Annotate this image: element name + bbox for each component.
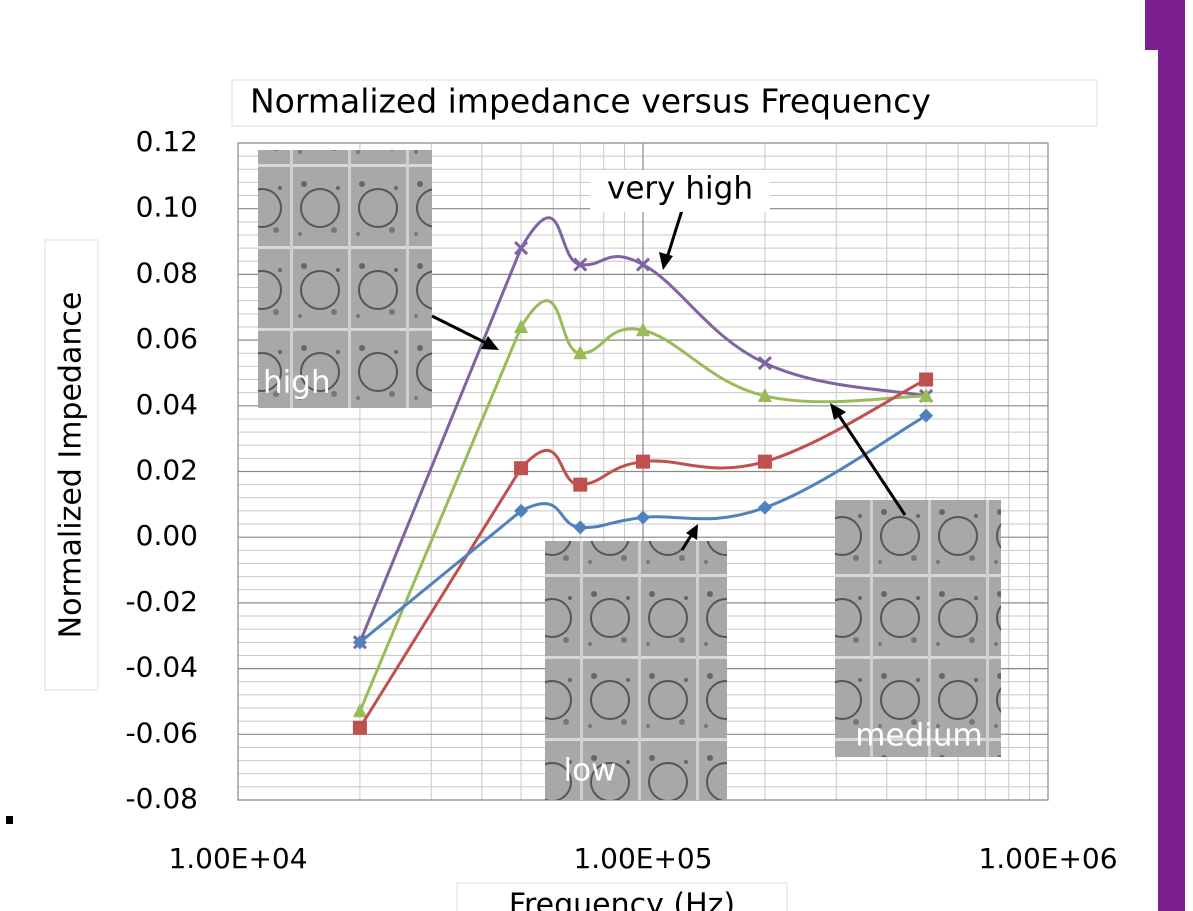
marker: [757, 387, 772, 402]
marker: [352, 720, 367, 735]
x-tick-label: 1.00E+04: [168, 842, 307, 875]
series-line: [358, 414, 927, 644]
y-tick-label: 0.02: [136, 454, 198, 487]
arrow-head: [481, 336, 499, 350]
y-tick-label: -0.06: [126, 716, 198, 749]
photo-high: [258, 150, 432, 408]
annotation: low: [564, 753, 617, 789]
arrow: [836, 413, 907, 516]
y-tick-label: -0.08: [126, 782, 198, 815]
marker: [352, 635, 367, 650]
y-label-box: [44, 239, 99, 691]
marker: [514, 461, 529, 476]
marker: [636, 454, 650, 469]
x-label-box: [456, 882, 788, 911]
marker: [352, 703, 367, 718]
arrows: [431, 206, 907, 551]
plot: [352, 216, 934, 735]
y-tick-label: 0.10: [136, 191, 198, 224]
marker: [573, 477, 588, 492]
y-tick-label: -0.02: [126, 585, 198, 618]
arrow: [680, 533, 694, 551]
arrow: [665, 206, 685, 259]
marker: [757, 356, 772, 371]
marker: [573, 520, 588, 535]
annotation: high: [263, 365, 331, 401]
y-axis-label: Normalized Impedance: [54, 292, 89, 639]
annotation: medium: [855, 718, 982, 754]
x-tick-label: 1.00E+05: [573, 842, 712, 875]
marker: [757, 454, 772, 469]
photo-low: [545, 541, 727, 800]
annotation: very high: [607, 171, 753, 207]
photo-medium: [835, 500, 1001, 757]
arrow-head: [659, 252, 673, 270]
side-bar: [1158, 0, 1185, 911]
y-tick-label: 0.00: [136, 519, 198, 552]
marker: [573, 257, 588, 272]
marker: [919, 387, 934, 402]
x-axis-label: Frequency (Hz): [509, 888, 735, 911]
x-tick-label: 1.00E+06: [978, 842, 1117, 875]
marker: [514, 241, 529, 256]
marker: [635, 257, 651, 272]
y-tick-label: 0.08: [136, 256, 198, 289]
marker: [514, 503, 529, 518]
marker: [636, 510, 650, 525]
label-bg: [590, 170, 770, 212]
side-tab: [1145, 0, 1158, 50]
marker: [573, 345, 588, 360]
bullet: [6, 816, 13, 824]
y-tick-label: 0.12: [136, 125, 198, 158]
marker: [919, 408, 934, 423]
chart-title: Normalized impedance versus Frequency: [250, 82, 931, 121]
marker: [757, 500, 772, 515]
arrow: [431, 314, 489, 346]
arrow-head: [830, 403, 846, 420]
photos: [258, 150, 1001, 800]
y-tick-label: 0.06: [136, 322, 198, 355]
y-tick-label: -0.04: [126, 651, 198, 684]
marker: [919, 372, 934, 387]
marker: [514, 318, 529, 333]
title-box: [231, 79, 1098, 127]
arrow-head: [686, 524, 698, 540]
y-tick-label: 0.04: [136, 388, 198, 421]
marker: [636, 322, 650, 337]
